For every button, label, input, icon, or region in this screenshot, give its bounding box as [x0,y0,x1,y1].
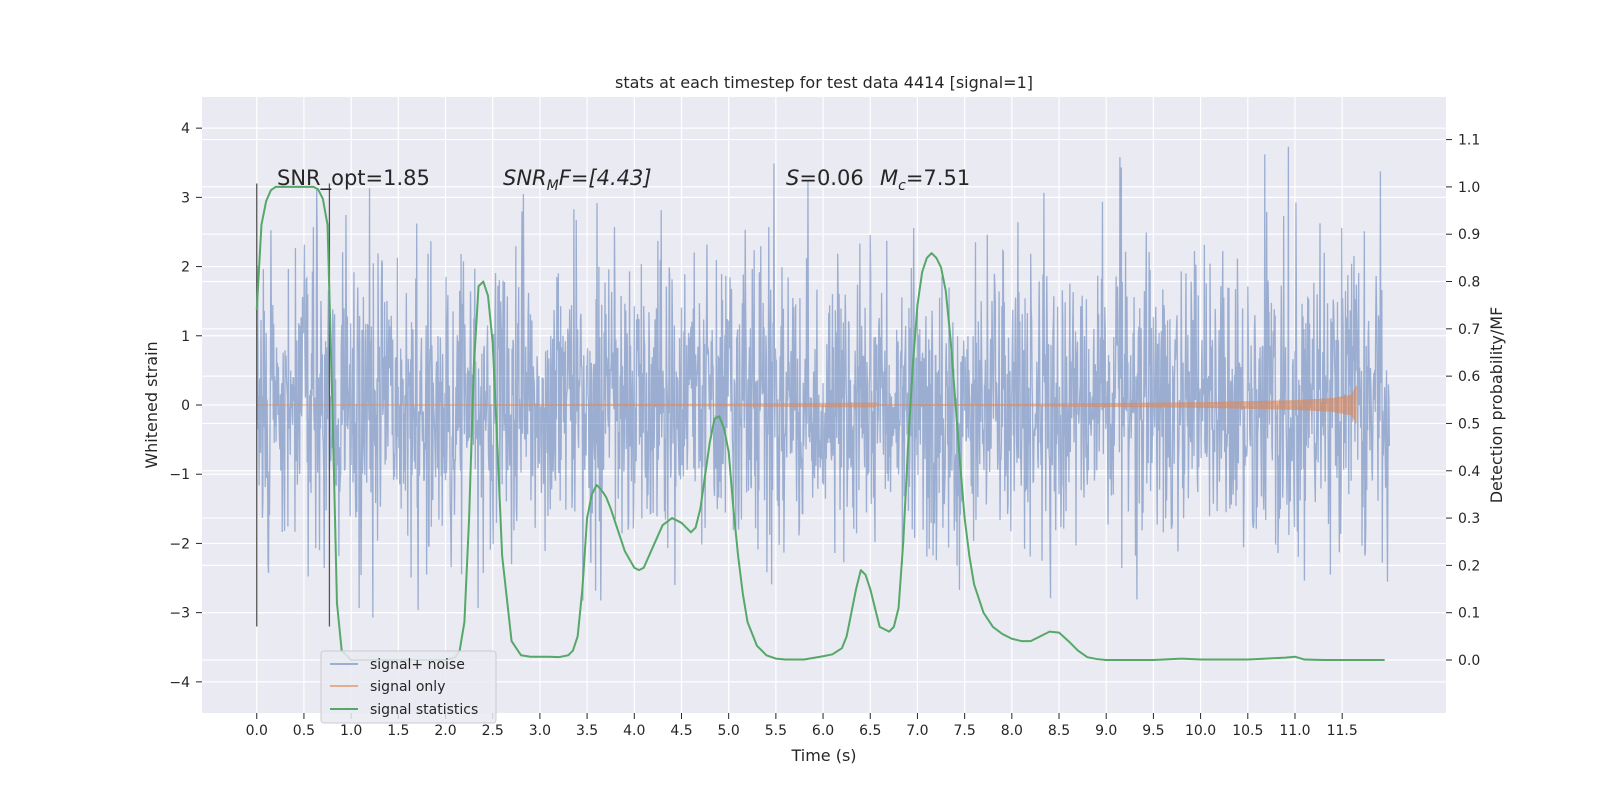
x-tick-label: 9.5 [1142,723,1164,739]
x-axis-label: Time (s) [790,746,856,765]
signal-noise-line [256,146,1391,618]
vertical-marker-lines [256,183,331,627]
y2-tick-label: 0.3 [1458,511,1480,527]
x-tick-label: 4.5 [670,723,692,739]
y-tick-label: −1 [169,467,190,483]
y2-tick-label: 0.2 [1458,558,1480,574]
x-tick-label: 0.0 [246,723,268,739]
signal-statistics-series [255,185,1385,662]
y-tick-label: −2 [169,536,190,552]
x-tick-label: 2.0 [434,723,456,739]
x-tick-label: 3.5 [576,723,598,739]
x-tick-label: 8.5 [1048,723,1070,739]
y-tick-label: 2 [181,260,190,276]
y2-tick-label: 0.6 [1458,369,1480,385]
x-tick-label: 4.0 [623,723,645,739]
y-tick-label: 0 [181,398,190,414]
x-tick-label: 7.5 [954,723,976,739]
x-tick-label: 1.0 [340,723,362,739]
y2-tick-label: 0.4 [1458,464,1480,480]
y-tick-label: 4 [181,121,190,137]
annotation-snr-mf: SNRMF=[4.43] [503,166,652,194]
x-tick-label: 8.0 [1001,723,1023,739]
y2-tick-label: 0.8 [1458,275,1480,291]
axis-ticks: 0.0 0.5 1.0 1.5 2.0 2.5 3.0 3.5 4.0 4.5 5.0 5.5 6.0 6… [169,121,1480,739]
y2-tick-label: 1.1 [1458,133,1480,149]
x-tick-label: 6.5 [859,723,881,739]
signal-statistics-line [255,185,1385,662]
y-tick-label: 1 [181,329,190,345]
x-tick-label: 1.5 [387,723,409,739]
y-tick-label: 3 [181,190,190,206]
x-tick-label: 0.5 [293,723,315,739]
y2-axis-label: Detection probability/MF [1487,307,1506,504]
x-tick-label: 5.5 [765,723,787,739]
signal-only-line [256,385,1357,424]
x-tick-label: 10.5 [1232,723,1263,739]
legend-label-signal-noise: signal+ noise [370,657,465,673]
legend: signal+ noise signal only signal statist… [320,650,497,724]
x-tick-label: 9.0 [1095,723,1117,739]
x-tick-label: 5.0 [718,723,740,739]
y2-tick-label: 0.5 [1458,416,1480,432]
x-tick-label: 3.0 [529,723,551,739]
y2-tick-label: 0.9 [1458,227,1480,243]
x-tick-label: 11.0 [1279,723,1310,739]
annotation-mc: Mc=7.51 [880,166,970,194]
y-tick-label: −3 [169,606,190,622]
x-tick-label: 2.5 [482,723,504,739]
annotation-snr-opt: SNR_opt=1.85 [277,166,430,191]
y2-tick-label: 0.0 [1458,653,1480,669]
y-axis-label: Whitened strain [142,341,161,468]
x-tick-label: 7.0 [906,723,928,739]
y-tick-label: −4 [169,675,190,691]
legend-box [320,650,497,724]
y2-tick-label: 1.0 [1458,180,1480,196]
signal-noise-series [256,146,1391,618]
annotation-s: S=0.06 [786,166,864,190]
x-tick-label: 11.5 [1327,723,1358,739]
x-tick-label: 6.0 [812,723,834,739]
y2-tick-label: 0.1 [1458,606,1480,622]
legend-label-signal-statistics: signal statistics [370,702,478,718]
x-tick-label: 10.0 [1185,723,1216,739]
chart-title: stats at each timestep for test data 441… [615,73,1033,92]
legend-label-signal-only: signal only [370,679,445,695]
y2-tick-label: 0.7 [1458,322,1480,338]
signal-only-series [256,385,1357,424]
